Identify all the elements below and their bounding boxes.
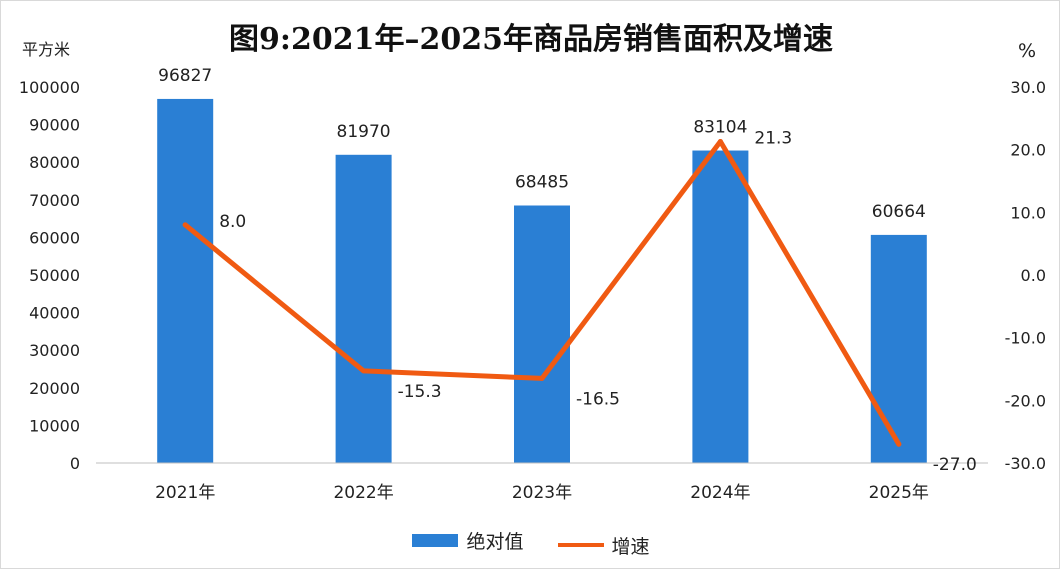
legend-swatch-line bbox=[557, 543, 604, 547]
y-tick-label: 10000 bbox=[29, 416, 80, 435]
chart-title: 图9:2021年–2025年商品房销售面积及增速 bbox=[229, 22, 833, 57]
legend-item-bar: 绝对值 bbox=[412, 527, 523, 554]
y2-tick-label: -30.0 bbox=[1005, 454, 1046, 473]
bar-value-label: 83104 bbox=[693, 118, 747, 138]
y-tick-label: 60000 bbox=[29, 228, 80, 247]
bar bbox=[692, 150, 749, 463]
x-tick-label: 2024年 bbox=[690, 483, 750, 503]
growth-point bbox=[896, 441, 902, 447]
legend-label-bar: 绝对值 bbox=[466, 531, 524, 553]
x-tick-label: 2025年 bbox=[869, 483, 929, 503]
y2-tick-label: 10.0 bbox=[1010, 203, 1046, 222]
x-tick-label: 2022年 bbox=[333, 483, 393, 503]
y-tick-label: 30000 bbox=[29, 341, 80, 360]
y-tick-label: 90000 bbox=[29, 116, 80, 135]
y-tick-label: 0 bbox=[70, 454, 80, 473]
bar-value-label: 96827 bbox=[158, 66, 212, 86]
y2-tick-label: 20.0 bbox=[1010, 141, 1046, 160]
left-axis-unit: 平方米 bbox=[22, 40, 71, 59]
bar-value-label: 60664 bbox=[872, 202, 926, 222]
y2-tick-label: -10.0 bbox=[1005, 329, 1046, 348]
y-tick-label: 20000 bbox=[29, 379, 80, 398]
y2-tick-label: 0.0 bbox=[1021, 266, 1046, 285]
x-tick-label: 2023年 bbox=[512, 483, 572, 503]
growth-point bbox=[539, 375, 545, 381]
growth-point bbox=[361, 368, 367, 374]
legend-label-line: 增速 bbox=[611, 535, 650, 558]
right-axis-unit: % bbox=[1018, 40, 1037, 62]
bar bbox=[870, 234, 927, 463]
y-tick-label: 50000 bbox=[29, 266, 80, 285]
chart-plot-area: 0 10000 20000 30000 40000 50000 60000 70000 8000… bbox=[19, 66, 1046, 503]
legend-item-line: 增速 bbox=[557, 532, 650, 559]
bar bbox=[514, 205, 570, 463]
legend-swatch-bar bbox=[412, 534, 459, 547]
y-tick-label: 100000 bbox=[19, 78, 80, 97]
y2-tick-label: 30.0 bbox=[1010, 78, 1046, 97]
bar bbox=[157, 98, 214, 463]
growth-point bbox=[717, 139, 723, 145]
y-tick-label: 40000 bbox=[29, 304, 80, 323]
bar-value-label: 68485 bbox=[515, 172, 569, 192]
y-tick-label: 70000 bbox=[29, 191, 80, 210]
x-tick-label: 2021年 bbox=[155, 483, 215, 503]
growth-value-label: -16.5 bbox=[576, 389, 620, 409]
growth-value-label: -27.0 bbox=[933, 455, 977, 475]
chart-legend: 绝对值 增速 bbox=[0, 527, 1062, 559]
bar bbox=[335, 154, 392, 464]
y2-tick-label: -20.0 bbox=[1005, 391, 1046, 410]
bar-value-label: 81970 bbox=[337, 122, 391, 142]
growth-point bbox=[182, 222, 188, 228]
y-tick-label: 80000 bbox=[29, 153, 80, 172]
growth-value-label: -15.3 bbox=[398, 382, 442, 402]
growth-value-label: 21.3 bbox=[754, 129, 792, 149]
growth-value-label: 8.0 bbox=[219, 212, 246, 232]
